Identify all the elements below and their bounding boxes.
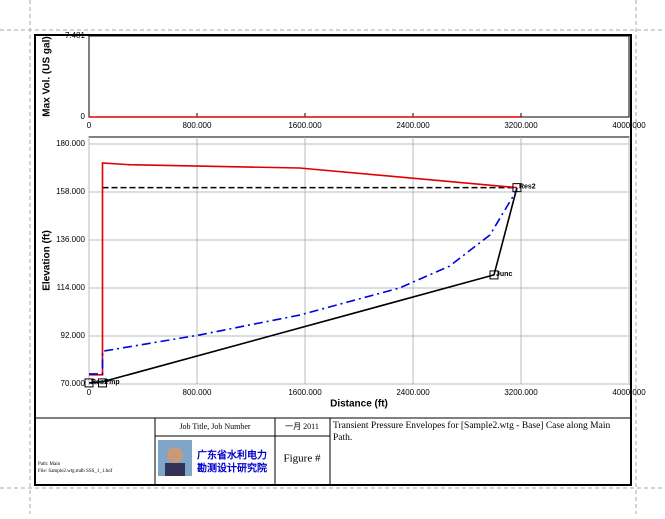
job-text: Job Title, Job Number: [179, 422, 250, 431]
figure-text: Figure #: [284, 453, 321, 465]
path-text: Path: Main: [38, 462, 61, 467]
y-tick-label: 114.000: [57, 283, 86, 292]
x-tick-label: 800.000: [183, 121, 212, 130]
logo-photo-face: [167, 447, 183, 463]
node-marker: [489, 270, 499, 280]
org-line: 勘测设计研究院: [197, 462, 267, 475]
x-axis-title: Distance (ft): [330, 399, 388, 410]
plot-frame: [88, 35, 630, 118]
node-marker: [84, 378, 94, 388]
file-text: File: Sample2.wtg.mdb SSS_1_1.hof: [38, 469, 113, 474]
series-line: [89, 162, 518, 376]
logo-photo-body: [165, 463, 185, 476]
y-tick-label: 136.000: [56, 235, 85, 244]
x-tick-label: 3200.000: [504, 121, 538, 130]
x-tick-label: 2400.000: [396, 121, 430, 130]
node-label: Junc: [496, 271, 512, 278]
y-tick-label: 7.481: [65, 31, 86, 40]
y-axis-title: Elevation (ft): [42, 230, 53, 291]
node-marker: [98, 378, 107, 388]
node-marker: [512, 183, 522, 193]
frame: [34, 34, 632, 486]
y-tick-label: 70.000: [61, 379, 86, 388]
y-axis-title: Max Vol. (US gal): [42, 36, 53, 116]
x-tick-label: 3200.000: [504, 388, 538, 397]
x-tick-label: 0: [87, 121, 92, 130]
y-tick-label: 180.000: [56, 139, 85, 148]
x-tick-label: 1600.000: [288, 388, 322, 397]
x-tick-label: 2400.000: [396, 388, 430, 397]
series-line: [88, 187, 518, 384]
y-tick-label: 92.000: [61, 331, 86, 340]
series-line: [89, 189, 518, 375]
x-tick-label: 4000.000: [612, 121, 646, 130]
description: Transient Pressure Envelopes for [Sample…: [333, 421, 611, 443]
title-block-lines: [35, 417, 631, 485]
x-tick-label: 0: [87, 388, 92, 397]
node-label: Pmp: [105, 379, 120, 386]
y-tick-label: 158.000: [56, 187, 85, 196]
node-label: Res2: [519, 183, 536, 190]
x-tick-label: 1600.000: [288, 121, 322, 130]
x-tick-label: 4000.000: [612, 388, 646, 397]
node-label: Res1: [91, 379, 108, 386]
description-box: Transient Pressure Envelopes for [Sample…: [333, 421, 611, 443]
org-line: 广东省水利电力: [197, 449, 267, 462]
y-tick-label: 0: [81, 112, 86, 121]
date-text: 一月 2011: [285, 422, 319, 431]
x-tick-label: 800.000: [183, 388, 212, 397]
